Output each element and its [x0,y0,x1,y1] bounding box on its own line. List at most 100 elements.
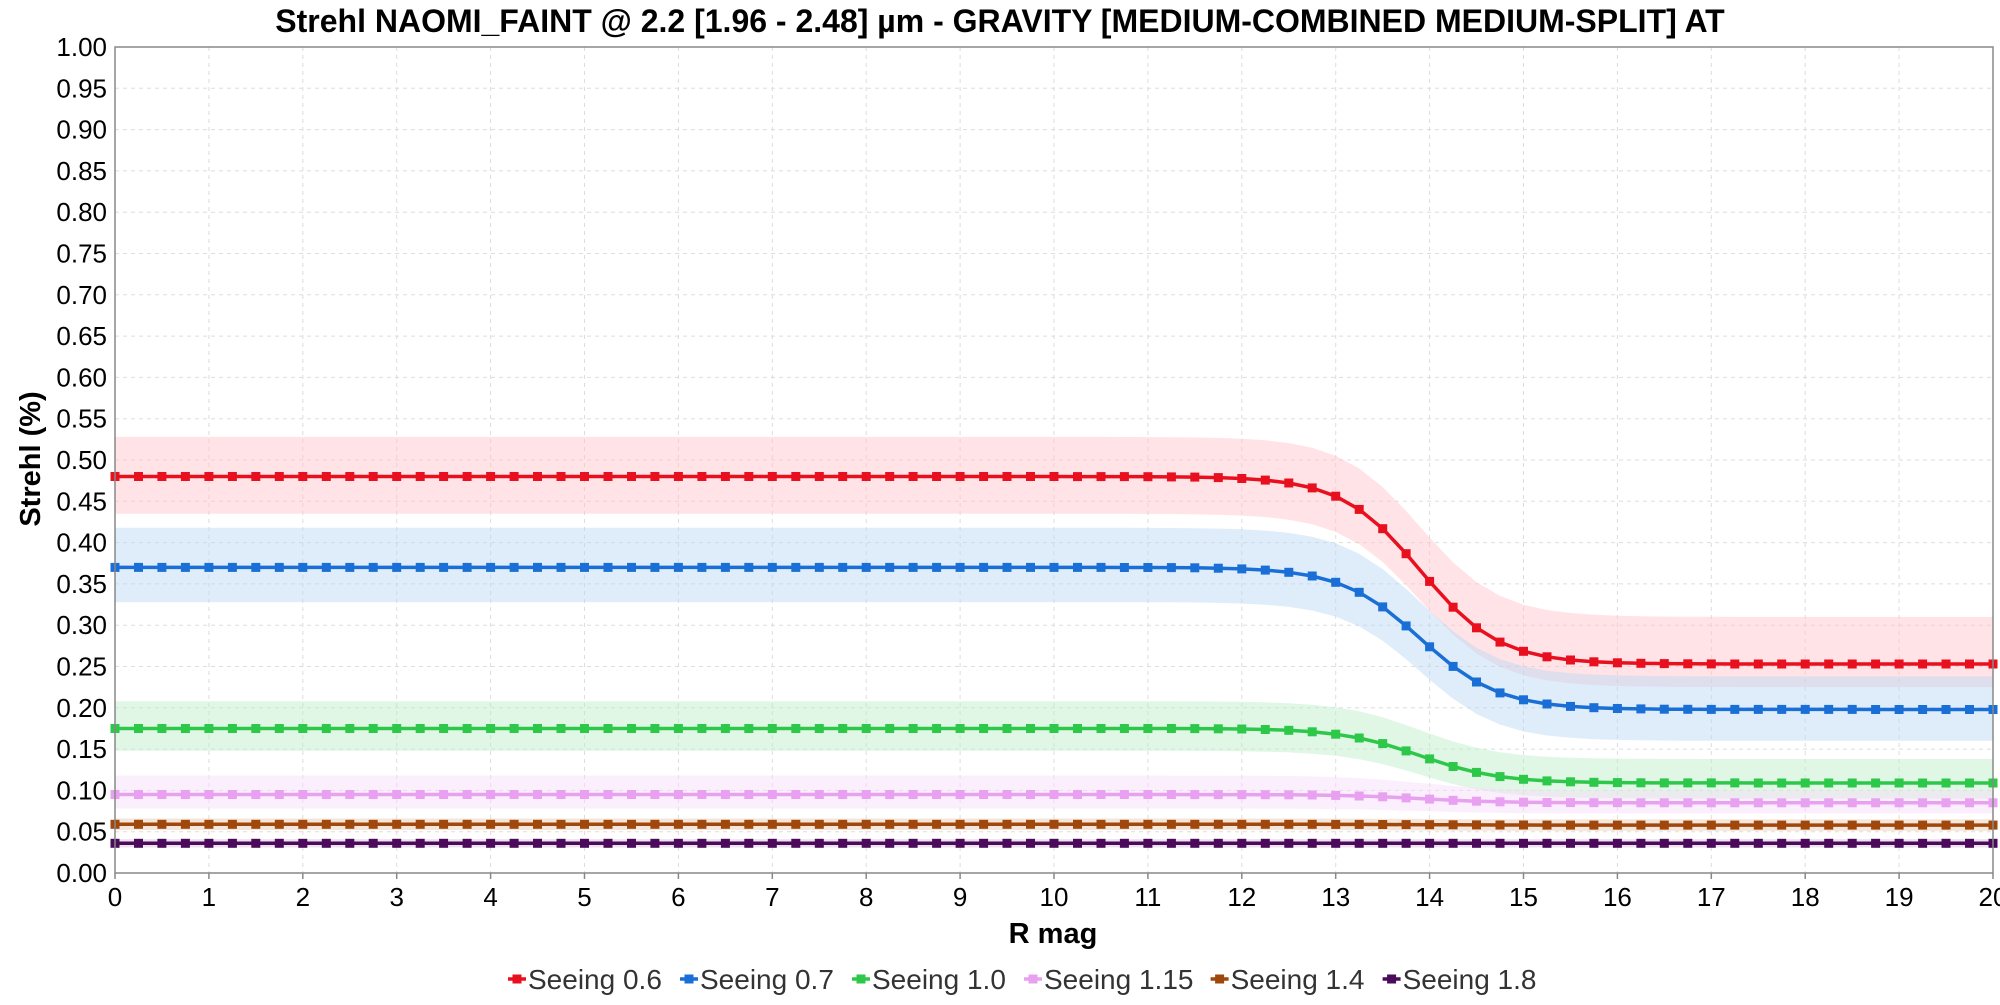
data-point [1519,646,1528,656]
data-point [368,819,378,829]
data-point [533,472,542,481]
data-point [274,838,284,848]
legend-swatch-marker [684,974,694,984]
x-tick-label: 2 [296,882,310,912]
data-point [486,819,496,829]
y-tick-label: 0.85 [56,156,107,186]
data-point [1096,562,1106,572]
data-point [885,724,895,733]
data-point [1965,705,1974,714]
data-point [697,724,707,733]
data-point [1683,659,1693,669]
data-point [533,562,542,572]
data-point [462,472,472,481]
data-point [439,562,449,572]
data-point [1472,677,1481,687]
legend-swatch-marker [512,974,522,984]
data-point [1073,838,1082,848]
data-point [1612,704,1622,713]
data-point [1049,838,1059,848]
data-point [180,819,190,829]
data-point [1636,778,1646,788]
data-point [368,790,378,799]
data-point [1495,688,1505,698]
data-point [791,472,801,481]
data-point [368,838,378,848]
x-tick-label: 1 [202,882,216,912]
data-point [979,819,989,829]
data-point [908,562,918,572]
data-point [1730,659,1740,669]
data-point [157,724,167,733]
data-point [603,472,613,481]
data-point [767,819,777,829]
x-tick-label: 11 [1134,882,1161,912]
series-group [110,790,1998,808]
data-point [1260,725,1270,734]
data-point [1448,602,1458,612]
data-point [1307,571,1317,581]
plot-frame [114,46,1994,874]
data-point [392,472,402,481]
data-point [1378,739,1388,749]
data-point [298,790,308,799]
data-point [1777,820,1787,830]
line-layer [110,472,1998,848]
data-point [1472,820,1481,830]
data-point [415,819,425,829]
series-group [110,472,1998,669]
data-point [1918,705,1928,714]
x-tick-label: 3 [389,882,403,912]
data-point [627,838,636,848]
data-point [1612,820,1622,830]
data-point [345,838,355,848]
data-point [439,790,449,799]
y-axis-label: Strehl (%) [15,391,47,526]
data-point [1284,725,1294,735]
data-point [1824,659,1834,669]
x-tick-label: 14 [1415,882,1444,912]
data-point [1659,659,1669,669]
data-point [1542,699,1552,709]
data-point [955,724,965,733]
x-tick-label: 19 [1885,882,1914,912]
y-tick-label: 0.60 [56,362,107,392]
data-point [1894,838,1904,848]
data-point [1190,724,1200,734]
data-point [1894,820,1904,830]
y-tick-label: 0.50 [56,445,107,475]
data-point [979,838,989,848]
data-point [1166,472,1176,482]
data-point [1824,704,1834,714]
data-point [1871,659,1881,669]
data-point [673,819,683,829]
data-point [767,472,777,481]
x-tick-label: 4 [483,882,497,912]
data-point [744,724,754,733]
data-point [368,562,378,572]
data-point [1378,524,1388,534]
data-point [1495,838,1505,848]
data-point [791,562,801,572]
data-point [1143,563,1153,572]
data-point [1636,820,1646,830]
data-point [650,838,660,848]
data-point [627,819,636,829]
data-point [1566,777,1575,787]
data-point [1096,838,1106,848]
data-point [298,838,308,848]
data-point [932,838,942,848]
data-point [462,562,472,572]
data-point [462,790,472,799]
data-point [1378,838,1388,848]
data-point [720,472,730,481]
data-point [1730,820,1740,830]
data-point [180,472,190,481]
data-point [908,790,918,799]
x-tick-label: 8 [859,882,873,912]
data-point [1378,602,1388,612]
data-point [1284,790,1294,800]
data-point [1425,754,1435,764]
data-point [673,790,683,799]
data-point [509,838,519,848]
